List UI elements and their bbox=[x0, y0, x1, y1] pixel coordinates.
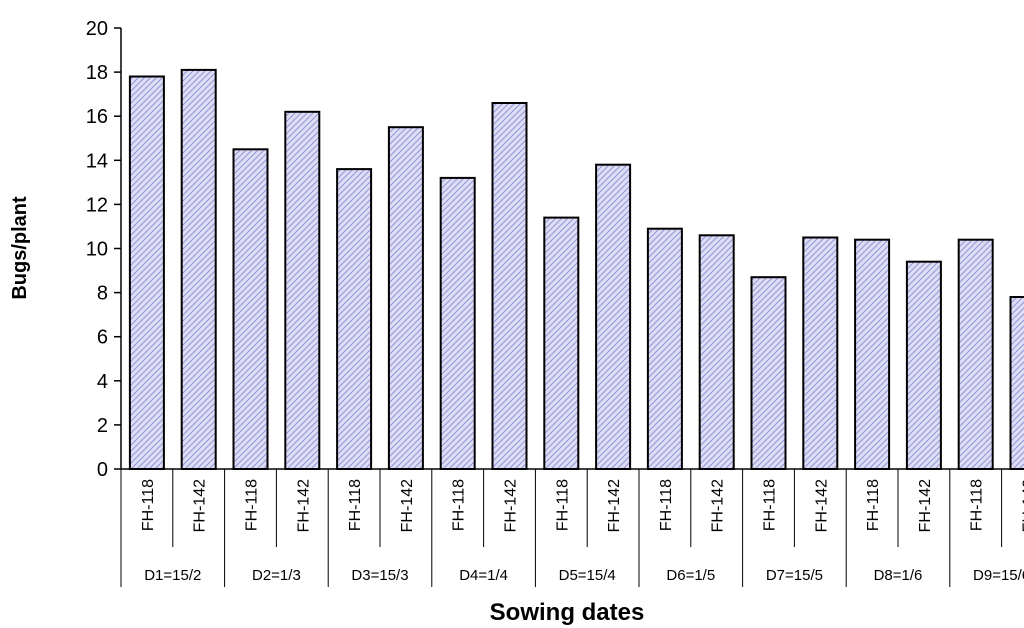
bar bbox=[180, 68, 217, 471]
bar bbox=[698, 234, 735, 470]
bar bbox=[387, 126, 424, 470]
x-group-label: D2=1/3 bbox=[252, 567, 301, 584]
x-group-label: D4=1/4 bbox=[459, 567, 508, 584]
x-category-label: FH-142 bbox=[399, 479, 416, 532]
x-axis-category-labels: FH-118 FH-142 FH-118 FH-142 FH-118 FH-142 FH-1… bbox=[120, 469, 1024, 587]
bar bbox=[128, 75, 165, 470]
x-category-label: FH-118 bbox=[762, 479, 779, 531]
x-category-label: FH-142 bbox=[813, 479, 830, 532]
x-group-label: D6=1/5 bbox=[666, 567, 715, 584]
bar bbox=[1009, 296, 1024, 470]
x-category-label: FH-118 bbox=[347, 479, 364, 531]
x-axis-group-labels: D1=15/2 D2=1/3 D3=15/3 D4=1/4 D5=15/4 D6=1/5 D… bbox=[144, 567, 1024, 584]
x-category-label: FH-142 bbox=[710, 479, 727, 532]
x-category-label: FH-142 bbox=[606, 479, 623, 532]
y-tick-label: 2 bbox=[97, 415, 108, 437]
bars bbox=[128, 68, 1024, 471]
bar bbox=[491, 102, 528, 470]
y-tick-label: 18 bbox=[86, 62, 108, 84]
bar bbox=[905, 260, 942, 471]
bar bbox=[232, 148, 269, 471]
bar bbox=[439, 176, 476, 470]
x-category-label: FH-118 bbox=[554, 479, 571, 531]
x-axis-title: Sowing dates bbox=[490, 599, 645, 626]
x-category-label: FH-142 bbox=[192, 479, 209, 532]
y-tick-label: 8 bbox=[97, 283, 108, 305]
x-category-label: FH-118 bbox=[140, 479, 157, 531]
bar bbox=[336, 168, 373, 470]
x-category-label: FH-118 bbox=[244, 479, 261, 531]
y-tick-label: 14 bbox=[86, 150, 108, 172]
bar bbox=[595, 163, 632, 470]
y-tick-label: 6 bbox=[97, 327, 108, 349]
x-group-label: D5=15/4 bbox=[559, 567, 616, 584]
x-category-label: FH-142 bbox=[1021, 479, 1024, 532]
bar bbox=[854, 238, 891, 470]
y-tick-label: 16 bbox=[86, 106, 108, 128]
x-group-label: D7=15/5 bbox=[766, 567, 823, 584]
x-category-label: FH-118 bbox=[969, 479, 986, 531]
y-tick-label: 20 bbox=[86, 18, 108, 40]
y-tick-label: 4 bbox=[97, 371, 108, 393]
bar bbox=[750, 276, 787, 471]
x-category-label: FH-142 bbox=[295, 479, 312, 532]
y-axis-title: Bugs/plant bbox=[9, 196, 31, 300]
x-category-label: FH-118 bbox=[658, 479, 675, 531]
x-category-label: FH-142 bbox=[503, 479, 520, 532]
y-axis-ticks: 0 2 4 6 8 10 12 14 16 18 20 bbox=[86, 18, 121, 481]
x-group-label: D9=15/6 bbox=[973, 567, 1024, 584]
y-tick-label: 0 bbox=[97, 459, 108, 481]
y-tick-label: 10 bbox=[86, 239, 108, 261]
bar bbox=[543, 216, 580, 470]
x-group-label: D3=15/3 bbox=[351, 567, 408, 584]
bar bbox=[646, 227, 683, 470]
x-category-label: FH-118 bbox=[865, 479, 882, 531]
bar bbox=[957, 238, 994, 470]
bar bbox=[284, 110, 321, 471]
x-group-label: D8=1/6 bbox=[874, 567, 923, 584]
x-category-label: FH-118 bbox=[451, 479, 468, 531]
y-tick-label: 12 bbox=[86, 194, 108, 216]
x-group-label: D1=15/2 bbox=[144, 567, 201, 584]
x-category-label: FH-142 bbox=[917, 479, 934, 532]
axes bbox=[120, 28, 1024, 470]
bar bbox=[802, 236, 839, 470]
